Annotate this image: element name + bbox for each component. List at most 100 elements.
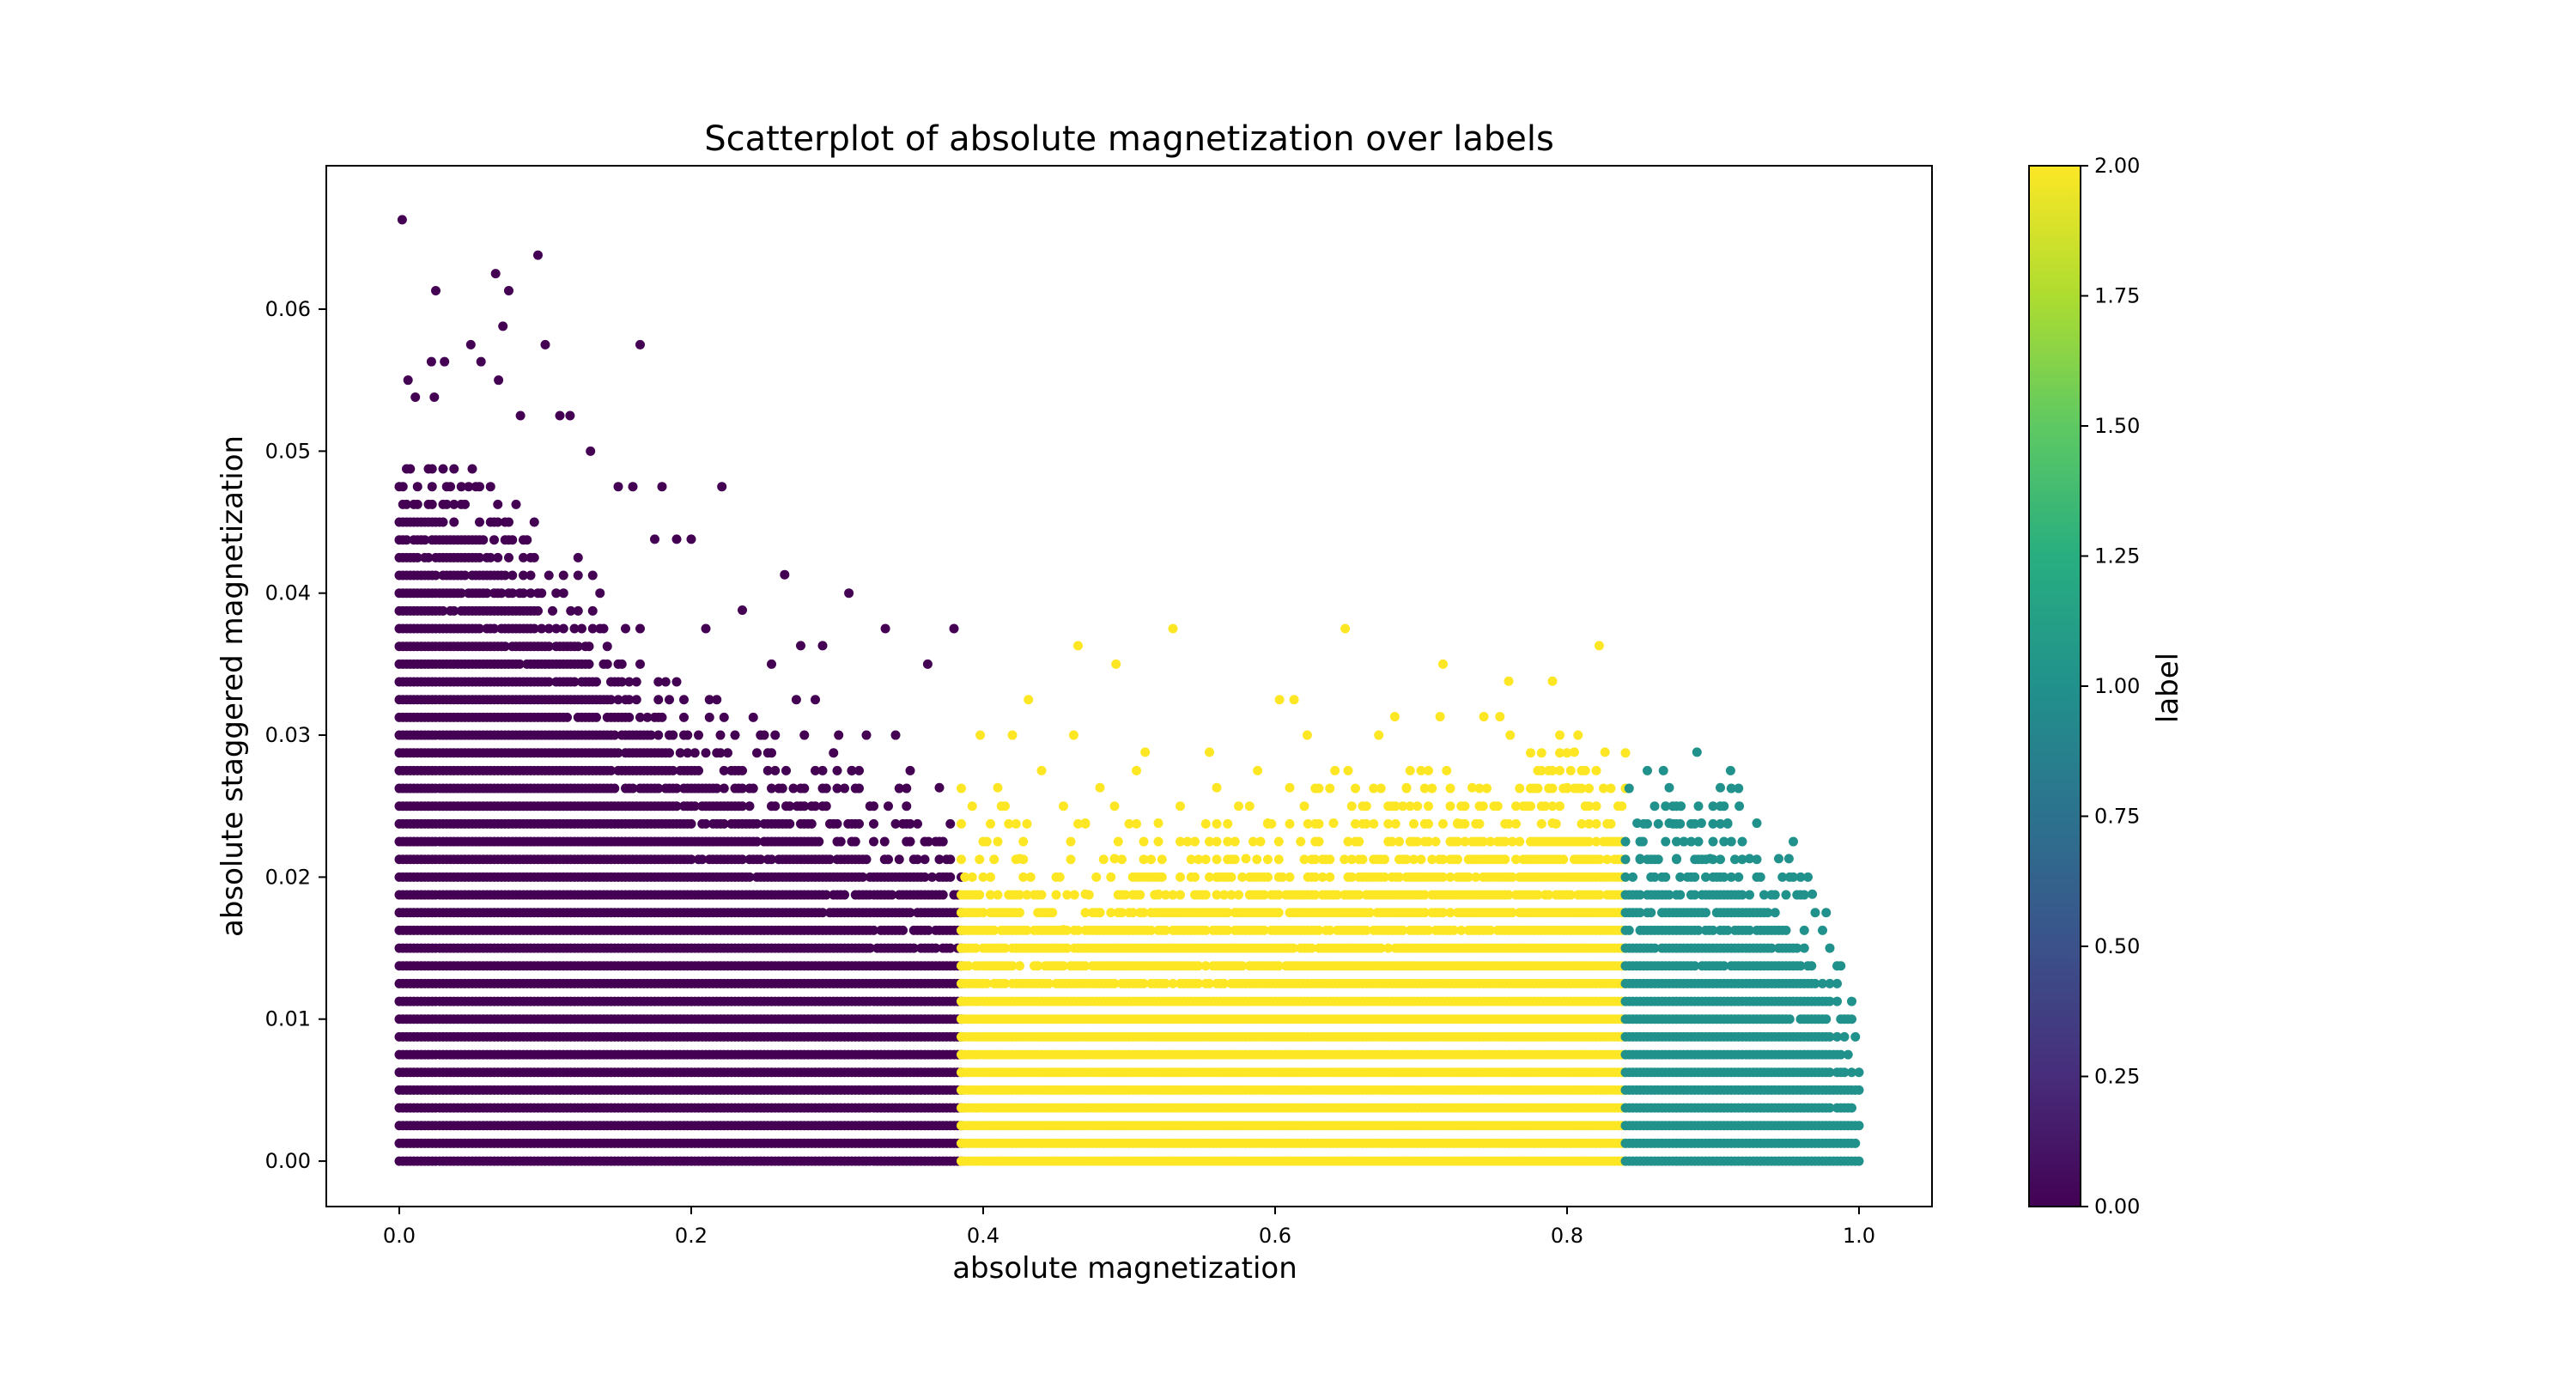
data-point xyxy=(504,517,513,527)
data-point xyxy=(494,375,504,386)
data-point xyxy=(624,712,635,722)
data-point xyxy=(533,605,543,616)
data-point xyxy=(544,570,554,581)
data-point xyxy=(799,783,810,793)
data-point xyxy=(496,588,507,599)
data-point xyxy=(821,783,831,793)
data-point xyxy=(403,375,413,386)
data-point xyxy=(507,535,518,545)
data-point xyxy=(548,605,557,616)
data-point xyxy=(412,499,422,509)
data-point xyxy=(1022,818,1032,829)
data-point xyxy=(460,499,470,509)
data-point xyxy=(945,818,956,829)
data-point xyxy=(558,588,568,599)
data-point xyxy=(544,677,554,687)
data-point xyxy=(902,783,912,793)
data-point xyxy=(478,535,489,545)
data-point xyxy=(438,605,448,616)
data-point xyxy=(533,250,543,260)
data-point xyxy=(602,659,612,669)
data-point xyxy=(584,641,594,652)
data-point xyxy=(635,623,645,634)
data-point xyxy=(426,356,436,367)
data-point xyxy=(834,730,844,740)
data-point xyxy=(671,677,682,687)
data-point xyxy=(410,392,421,403)
data-point xyxy=(949,623,959,634)
data-point xyxy=(767,748,776,758)
data-point xyxy=(665,748,674,758)
data-point xyxy=(671,534,682,544)
data-point xyxy=(628,482,638,492)
data-point xyxy=(476,356,486,367)
scatter-points xyxy=(394,215,1864,1166)
data-point xyxy=(429,392,440,403)
data-point xyxy=(498,321,508,331)
data-point xyxy=(738,605,747,616)
data-point xyxy=(617,659,627,669)
data-point xyxy=(537,588,547,599)
data-point xyxy=(529,517,539,527)
data-point xyxy=(894,854,904,865)
data-point xyxy=(945,872,956,882)
series-label-0 xyxy=(394,215,966,1166)
data-point xyxy=(817,765,828,775)
data-point xyxy=(592,712,601,722)
data-point xyxy=(515,410,526,421)
data-point xyxy=(759,730,769,740)
data-point xyxy=(840,783,849,793)
data-point xyxy=(821,801,831,812)
data-point xyxy=(1015,908,1024,918)
data-point xyxy=(519,552,528,562)
data-point xyxy=(1146,854,1156,865)
data-point xyxy=(412,482,422,492)
data-point xyxy=(446,482,455,492)
data-point xyxy=(540,339,550,350)
data-point xyxy=(811,695,820,705)
data-point xyxy=(832,765,842,775)
data-point xyxy=(920,854,930,865)
series-label-2 xyxy=(957,623,1631,1166)
data-point xyxy=(464,482,474,492)
data-point xyxy=(719,783,729,793)
data-point xyxy=(967,801,977,812)
data-point xyxy=(456,482,466,492)
data-point xyxy=(544,623,554,634)
data-point xyxy=(861,730,872,740)
data-point xyxy=(1066,854,1076,865)
data-point xyxy=(1051,890,1061,900)
data-point xyxy=(650,534,659,544)
data-point xyxy=(1091,872,1102,882)
data-point xyxy=(555,410,565,421)
data-point xyxy=(884,801,893,812)
data-point xyxy=(869,801,878,812)
data-point xyxy=(598,623,609,634)
data-point xyxy=(490,269,501,279)
data-point xyxy=(493,517,503,527)
data-point xyxy=(785,818,795,829)
data-point xyxy=(475,482,484,492)
data-point xyxy=(880,623,890,634)
chart-title: Scatterplot of absolute magnetization ov… xyxy=(704,119,1554,159)
data-point xyxy=(584,659,594,669)
data-point xyxy=(449,605,459,616)
data-point xyxy=(791,695,801,705)
data-point xyxy=(635,659,645,669)
data-point xyxy=(610,783,620,793)
data-point xyxy=(957,854,966,865)
data-point xyxy=(1157,854,1167,865)
data-point xyxy=(660,677,671,687)
data-point xyxy=(905,765,915,775)
data-point xyxy=(427,464,437,474)
data-point xyxy=(405,464,416,474)
data-point xyxy=(438,464,448,474)
data-point xyxy=(504,286,513,296)
data-point xyxy=(770,801,781,812)
data-point xyxy=(507,570,518,581)
data-point xyxy=(861,854,872,865)
data-point xyxy=(631,677,641,687)
data-point xyxy=(475,552,484,562)
data-point xyxy=(1113,836,1123,847)
